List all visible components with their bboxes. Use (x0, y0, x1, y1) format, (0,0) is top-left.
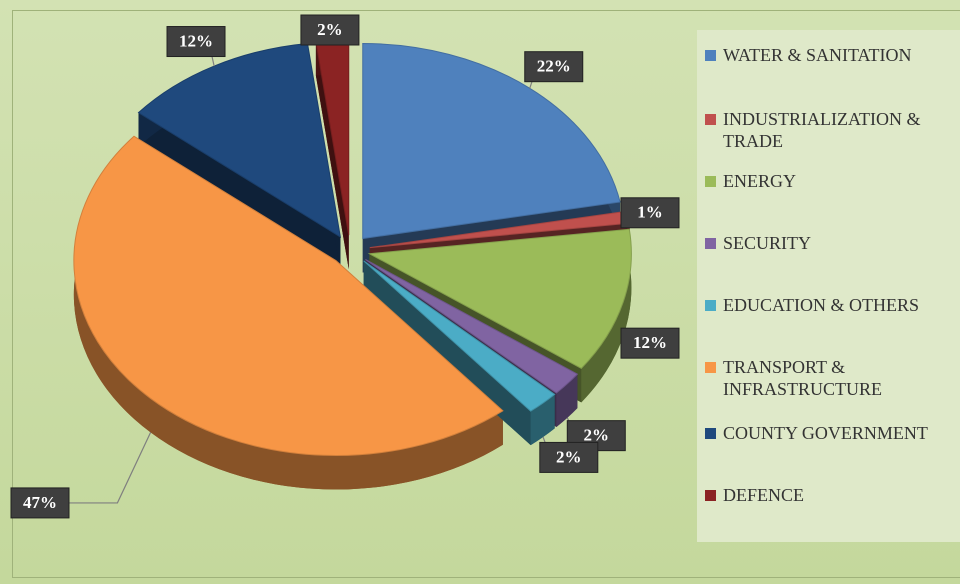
legend-entry: INDUSTRIALIZATION & TRADE (705, 108, 960, 152)
slice (137, 42, 342, 238)
legend-entry: WATER & SANITATION (705, 44, 960, 66)
legend-swatch (705, 238, 716, 249)
legend-label: INDUSTRIALIZATION & TRADE (723, 109, 921, 151)
legend-entry: SECURITY (705, 232, 960, 254)
legend-swatch (705, 362, 716, 373)
slice-rim (556, 374, 578, 427)
data-label: 12% (179, 31, 213, 50)
legend-entry: EDUCATION & OTHERS (705, 294, 960, 316)
slice (73, 135, 504, 456)
data-label-box (166, 26, 226, 58)
legend-label: DEFENCE (723, 485, 804, 505)
data-label: 22% (537, 57, 571, 76)
legend-entry: DEFENCE (705, 484, 960, 506)
data-label: 2% (584, 426, 610, 445)
legend-entry: TRANSPORT & INFRASTRUCTURE (705, 356, 960, 400)
data-label-box (300, 14, 360, 46)
legend-swatch (705, 428, 716, 439)
legend-swatch (705, 300, 716, 311)
data-label-box (620, 327, 680, 359)
slice-side (315, 41, 349, 270)
slice (367, 228, 632, 369)
data-label: 2% (556, 447, 582, 466)
legend-label: TRANSPORT & INFRASTRUCTURE (723, 357, 883, 399)
data-label: 1% (637, 203, 663, 222)
data-label: 12% (633, 333, 667, 352)
data-label: 47% (23, 493, 57, 512)
slice (365, 259, 579, 394)
legend-label: SECURITY (723, 233, 812, 253)
slice-rim (581, 229, 632, 403)
legend-swatch (705, 114, 716, 125)
legend-swatch (705, 176, 716, 187)
legend: WATER & SANITATION INDUSTRIALIZATION & TR… (697, 30, 960, 542)
data-label-box (620, 197, 680, 229)
legend-label: WATER & SANITATION (723, 45, 912, 65)
pie-area: 22%1%12%2%2%47%12%2% (10, 14, 680, 519)
data-label-box (524, 51, 584, 83)
plot-frame (12, 10, 960, 578)
legend-swatch (705, 490, 716, 501)
legend-entry: COUNTY GOVERNMENT (705, 422, 960, 444)
data-label: 2% (317, 20, 343, 39)
data-label-box (539, 441, 599, 473)
legend-swatch (705, 50, 716, 61)
slice-side (138, 112, 341, 271)
slice (363, 260, 556, 412)
slice-rim (530, 394, 555, 446)
data-label-box (10, 487, 70, 519)
legend-label: EDUCATION & OTHERS (723, 295, 919, 315)
legend-entry: ENERGY (705, 170, 960, 192)
legend-label: COUNTY GOVERNMENT (723, 423, 928, 443)
slice (362, 43, 621, 240)
legend-label: ENERGY (723, 171, 796, 191)
